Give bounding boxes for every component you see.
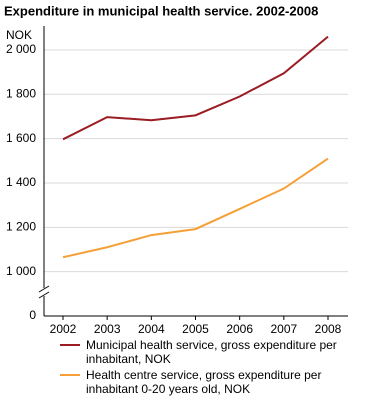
y-tick-label: 1 600 [6,131,36,145]
y-tick-label: 1 200 [6,219,36,233]
y-tick-label: 2 000 [6,42,36,56]
y-tick-label: 1 000 [6,264,36,278]
y-tick-label: 1 800 [6,86,36,100]
axis-break [38,285,50,293]
x-tick-label: 2006 [226,322,253,336]
legend-label: Health centre service, gross expenditure… [86,368,322,396]
x-tick-label: 2004 [138,322,165,336]
y-tick-label: 0 [29,308,36,322]
series-line [62,157,329,259]
legend-label: Municipal health service, gross expendit… [86,338,337,366]
x-tick-label: 2005 [182,322,209,336]
x-tick-label: 2003 [94,322,121,336]
axis-break [38,288,50,296]
y-axis-label: NOK [6,28,32,42]
x-tick-label: 2007 [270,322,297,336]
x-tick-label: 2002 [50,322,77,336]
chart-title: Expenditure in municipal health service.… [4,3,318,18]
x-tick-label: 2008 [315,322,342,336]
y-tick-label: 1 400 [6,175,36,189]
series-line [62,35,329,141]
axis-break [38,291,50,299]
